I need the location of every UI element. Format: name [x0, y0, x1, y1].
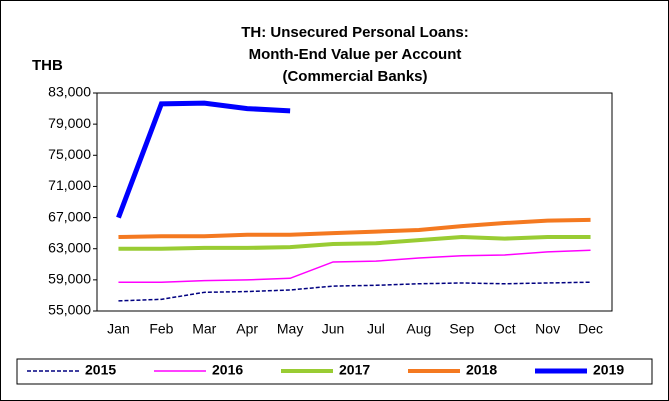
- x-tick-label: May: [277, 321, 303, 337]
- series-line: [118, 249, 591, 283]
- legend-label: 2019: [593, 362, 624, 378]
- y-axis-label: THB: [32, 57, 63, 74]
- legend-label: 2016: [212, 362, 243, 378]
- series-line: [118, 217, 591, 240]
- x-tick-label: Dec: [578, 321, 603, 337]
- x-tick-label: Mar: [192, 321, 216, 337]
- x-tick-label: Jan: [107, 321, 130, 337]
- chart-title: Month-End Value per Account: [249, 46, 462, 63]
- x-tick-label: Jun: [322, 321, 345, 337]
- y-tick-label: 59,000: [48, 271, 91, 287]
- y-tick-label: 67,000: [48, 208, 91, 224]
- y-tick-label: 83,000: [48, 84, 91, 100]
- series-line: [118, 281, 591, 302]
- legend-label: 2017: [339, 362, 370, 378]
- plot-frame: [96, 92, 613, 312]
- legend-label: 2018: [466, 362, 497, 378]
- y-tick-label: 63,000: [48, 239, 91, 255]
- series-line: [118, 235, 591, 251]
- y-tick-label: 75,000: [48, 146, 91, 162]
- x-tick-label: Apr: [236, 321, 258, 337]
- x-tick-label: Aug: [406, 321, 431, 337]
- chart-title: TH: Unsecured Personal Loans:: [241, 24, 469, 41]
- legend-label: 2015: [85, 362, 116, 378]
- x-tick-label: Sep: [449, 321, 474, 337]
- x-tick-label: Feb: [149, 321, 173, 337]
- legend-box: [16, 358, 653, 385]
- chart-title: (Commercial Banks): [282, 68, 427, 85]
- y-tick-label: 79,000: [48, 115, 91, 131]
- x-tick-label: Nov: [535, 321, 560, 337]
- series-line: [116, 100, 291, 219]
- x-tick-label: Oct: [494, 321, 516, 337]
- y-tick-label: 71,000: [48, 177, 91, 193]
- x-tick-label: Jul: [367, 321, 385, 337]
- y-tick-label: 55,000: [48, 302, 91, 318]
